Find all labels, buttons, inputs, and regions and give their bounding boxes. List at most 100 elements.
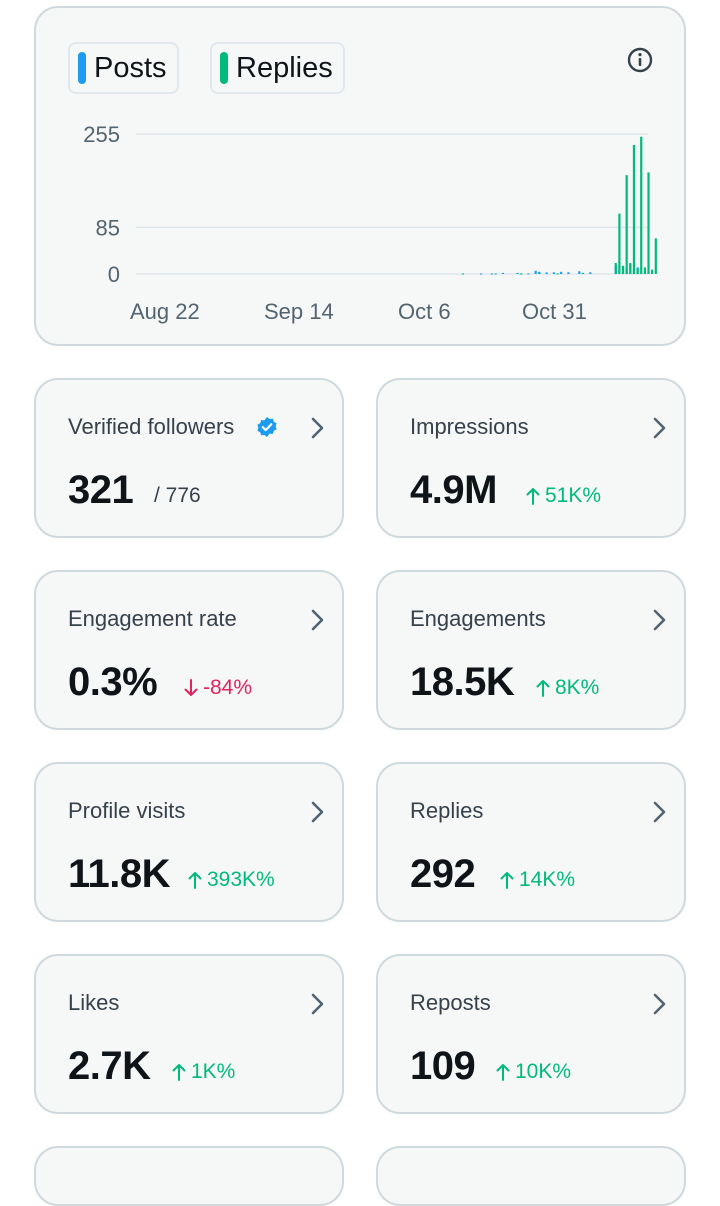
stat-label: Verified followers (68, 414, 235, 439)
stat-label: Engagement rate (68, 606, 237, 631)
bar-replies[interactable] (651, 269, 654, 274)
x-tick-label: Aug 22 (130, 299, 200, 324)
stat-delta: 1K% (172, 1060, 235, 1084)
bar-replies[interactable] (581, 272, 585, 274)
arrow-up-icon (172, 1064, 186, 1081)
stat-delta-value: 51K% (545, 484, 602, 507)
x-tick-label: Oct 31 (522, 299, 587, 324)
stat-delta-value: 1K% (191, 1060, 236, 1083)
bar-posts[interactable] (552, 272, 555, 274)
legend-posts-toggle[interactable]: Posts (68, 42, 179, 94)
y-tick-label: 0 (108, 262, 120, 287)
stat-value: 109 (410, 1044, 476, 1088)
stat-delta: -84% (184, 676, 252, 700)
stat-label: Likes (68, 990, 120, 1015)
chevron-right-icon[interactable] (652, 800, 668, 824)
chevron-right-icon[interactable] (652, 416, 668, 440)
stat-value: 292 (410, 852, 476, 896)
stat-card-engagements[interactable]: Engagements 18.5K 8K% (376, 570, 686, 730)
bar-posts[interactable] (494, 273, 497, 275)
bar-replies[interactable] (621, 265, 625, 274)
chevron-right-icon[interactable] (310, 800, 326, 824)
bar-replies[interactable] (614, 263, 617, 274)
stat-card-reposts[interactable]: Reposts 109 10K% (376, 954, 686, 1114)
stat-delta: 8K% (536, 676, 599, 700)
arrow-up-icon (526, 488, 540, 505)
bar-posts[interactable] (545, 272, 548, 274)
bar-replies[interactable] (632, 144, 636, 274)
stat-value: 4.9M (410, 468, 497, 512)
stat-card-partial (376, 1146, 686, 1206)
stat-delta: 14K% (500, 868, 575, 892)
x-tick-label: Sep 14 (264, 299, 334, 324)
arrow-down-icon (184, 679, 198, 696)
bar-replies[interactable] (461, 273, 464, 275)
stat-value: 321 (68, 468, 134, 512)
chevron-right-icon[interactable] (652, 992, 668, 1016)
stat-card-engagement-rate[interactable]: Engagement rate 0.3% -84% (34, 570, 344, 730)
bar-replies[interactable] (556, 273, 559, 275)
bar-replies[interactable] (520, 273, 523, 275)
chevron-right-icon[interactable] (310, 608, 326, 632)
bar-replies[interactable] (618, 213, 621, 274)
legend-replies-toggle[interactable]: Replies (210, 42, 345, 94)
stat-delta-value: 393K% (207, 868, 275, 891)
posts-swatch (78, 52, 86, 84)
analytics-chart-card: Posts Replies 255 85 0 Aug 22 Sep 14 Oct 6 Oct… (34, 6, 686, 346)
bar-replies[interactable] (490, 273, 494, 275)
stat-label: Replies (410, 798, 484, 823)
bar-replies[interactable] (629, 263, 632, 274)
chevron-right-icon[interactable] (652, 608, 668, 632)
verified-badge-icon (257, 417, 277, 437)
legend-replies-label: Replies (236, 51, 333, 84)
bar-posts[interactable] (479, 273, 483, 275)
info-circle-icon[interactable] (626, 46, 654, 74)
bar-posts[interactable] (516, 272, 519, 274)
stat-value: 2.7K (68, 1044, 151, 1088)
stat-card-replies[interactable]: Replies 292 14K% (376, 762, 686, 922)
arrow-up-icon (536, 680, 550, 697)
stat-card-profile-visits[interactable]: Profile visits 11.8K 393K% (34, 762, 344, 922)
stat-card-impressions[interactable]: Impressions 4.9M 51K% (376, 378, 686, 538)
stat-delta-value: 10K% (515, 1060, 572, 1083)
bar-posts[interactable] (527, 273, 530, 275)
stat-label: Profile visits (68, 798, 186, 823)
stat-card-partial (34, 1146, 344, 1206)
stat-label: Reposts (410, 990, 491, 1015)
stat-card-likes[interactable]: Likes 2.7K 1K% (34, 954, 344, 1114)
bar-replies[interactable] (643, 267, 646, 274)
bar-posts[interactable] (534, 270, 537, 274)
replies-swatch (220, 52, 228, 84)
stat-value: 18.5K (410, 660, 515, 704)
legend-posts-label: Posts (94, 51, 167, 84)
bar-replies[interactable] (640, 136, 643, 274)
stat-value: 11.8K (68, 852, 171, 896)
chevron-right-icon[interactable] (310, 416, 326, 440)
arrow-up-icon (188, 872, 202, 889)
bar-replies[interactable] (538, 272, 541, 274)
bar-posts[interactable] (560, 271, 563, 274)
arrow-up-icon (496, 1064, 510, 1081)
stat-value: 0.3% (68, 660, 158, 704)
bar-replies[interactable] (647, 172, 650, 274)
bar-posts[interactable] (567, 272, 570, 274)
bar-replies[interactable] (654, 238, 657, 274)
stat-delta-value: -84% (203, 676, 253, 699)
bar-replies[interactable] (636, 268, 639, 274)
x-tick-label: Oct 6 (398, 299, 451, 324)
bar-chart: 255 85 0 Aug 22 Sep 14 Oct 6 Oct 31 (83, 122, 657, 324)
stat-delta-value: 8K% (555, 676, 600, 699)
arrow-up-icon (500, 872, 514, 889)
bar-posts[interactable] (501, 272, 505, 274)
stat-total: / 776 (154, 484, 201, 507)
y-tick-label: 85 (96, 215, 120, 240)
bar-posts[interactable] (578, 271, 581, 274)
y-tick-label: 255 (83, 122, 120, 147)
stat-delta-value: 14K% (519, 868, 576, 891)
stat-card-verified-followers[interactable]: Verified followers 321 / 776 (34, 378, 344, 538)
bar-replies[interactable] (625, 175, 628, 274)
stat-delta: 393K% (188, 868, 275, 892)
bar-posts[interactable] (589, 272, 592, 274)
stat-delta: 10K% (496, 1060, 571, 1084)
chevron-right-icon[interactable] (310, 992, 326, 1016)
